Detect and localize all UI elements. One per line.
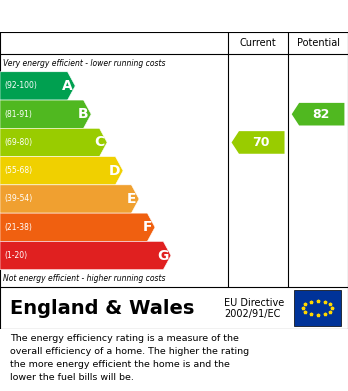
Text: (55-68): (55-68): [4, 166, 32, 175]
Polygon shape: [0, 100, 91, 128]
Polygon shape: [0, 185, 139, 213]
Text: A: A: [62, 79, 72, 93]
FancyBboxPatch shape: [294, 291, 341, 326]
Text: Potential: Potential: [296, 38, 340, 48]
Text: (1-20): (1-20): [4, 251, 27, 260]
Polygon shape: [0, 128, 107, 156]
Text: (69-80): (69-80): [4, 138, 32, 147]
Text: (39-54): (39-54): [4, 194, 32, 203]
Text: (21-38): (21-38): [4, 223, 32, 232]
Text: Energy Efficiency Rating: Energy Efficiency Rating: [10, 9, 220, 23]
Polygon shape: [292, 103, 345, 126]
Text: 2002/91/EC: 2002/91/EC: [224, 309, 281, 319]
Text: (81-91): (81-91): [4, 110, 32, 119]
Polygon shape: [0, 156, 123, 185]
Text: Current: Current: [240, 38, 276, 48]
Text: 82: 82: [313, 108, 330, 121]
Text: G: G: [157, 249, 168, 262]
Text: F: F: [143, 220, 152, 234]
Polygon shape: [231, 131, 285, 154]
Text: England & Wales: England & Wales: [10, 298, 195, 317]
Polygon shape: [0, 72, 75, 100]
Text: E: E: [127, 192, 136, 206]
Text: Not energy efficient - higher running costs: Not energy efficient - higher running co…: [3, 274, 166, 283]
Text: EU Directive: EU Directive: [224, 298, 285, 308]
Text: Very energy efficient - lower running costs: Very energy efficient - lower running co…: [3, 59, 166, 68]
Text: The energy efficiency rating is a measure of the
overall efficiency of a home. T: The energy efficiency rating is a measur…: [10, 334, 250, 382]
Text: 70: 70: [252, 136, 270, 149]
Text: C: C: [94, 135, 104, 149]
Text: (92-100): (92-100): [4, 81, 37, 90]
Polygon shape: [0, 241, 171, 270]
Text: B: B: [78, 107, 88, 121]
Text: D: D: [109, 164, 120, 178]
Polygon shape: [0, 213, 155, 241]
